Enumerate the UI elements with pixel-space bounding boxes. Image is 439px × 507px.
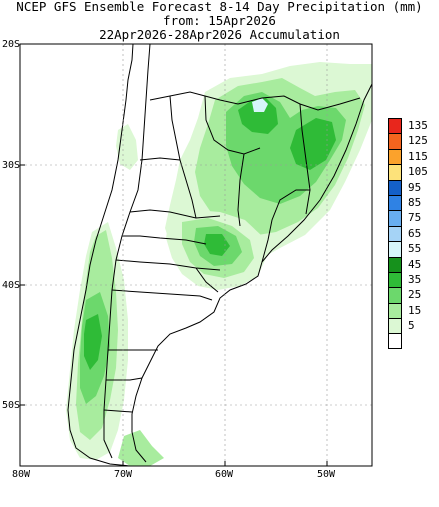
map-subtitle-accumulation-period: 22Apr2026-28Apr2026 Accumulation [99,27,340,42]
legend-swatch [388,287,402,303]
legend-label: 25 [408,288,422,302]
legend-entry: 15 [388,302,432,319]
legend-entry: 125 [388,133,432,149]
country-borders [67,43,373,467]
legend-label: 55 [408,242,422,256]
legend-swatch [388,318,402,334]
legend-swatch [388,302,402,319]
lon-tick-60w: 60W [215,469,234,480]
lat-tick-40s: 40S [2,280,21,291]
legend-swatch [388,194,402,211]
legend-label: 135 [408,119,428,132]
legend-label: 115 [408,149,428,163]
map-subtitle-init-date: from: 15Apr2026 [163,13,276,28]
legend-entry: 5 [388,318,432,334]
legend-swatch [388,164,402,180]
legend-entry: 45 [388,256,432,272]
legend-swatch [388,241,402,257]
legend-entry: 105 [388,164,432,180]
legend-swatch [388,118,402,134]
legend-label: 5 [408,319,415,333]
legend-entry: 75 [388,210,432,226]
legend-label: 35 [408,272,422,286]
lat-tick-50s: 50S [2,400,21,411]
legend-entry: 55 [388,241,432,257]
lat-tick-20s: 20S [2,39,21,50]
legend-swatch [388,148,402,165]
map-frame [19,43,373,467]
legend-entry: 35 [388,271,432,288]
legend-entry: 85 [388,194,432,211]
lon-tick-70w: 70W [114,469,133,480]
legend-swatch [388,210,402,226]
legend-swatch [388,133,402,149]
lon-tick-80w: 80W [12,469,31,480]
precipitation-legend: 135 125 115 105 95 85 75 65 55 45 35 25 15 5 [388,118,432,349]
legend-entry: 115 [388,148,432,165]
lon-tick-50w: 50W [317,469,336,480]
legend-swatch [388,225,402,242]
tick-marks [19,43,328,466]
legend-entry: 135 [388,118,432,134]
legend-label: 15 [408,303,422,317]
legend-swatch [388,271,402,288]
legend-entry [388,333,432,349]
graticule [20,44,372,466]
lat-tick-30s: 30S [2,160,21,171]
legend-swatch [388,179,402,195]
legend-swatch [388,333,402,349]
legend-entry: 65 [388,225,432,242]
legend-label: 75 [408,211,422,225]
legend-label: 105 [408,165,428,179]
legend-label: 45 [408,257,422,271]
legend-label: 65 [408,226,422,240]
legend-label: 95 [408,180,422,194]
legend-label: 125 [408,134,428,148]
legend-entry: 25 [388,287,432,303]
legend-entry: 95 [388,179,432,195]
legend-label: 85 [408,195,422,209]
map-title: NCEP GFS Ensemble Forecast 8-14 Day Prec… [16,0,423,14]
legend-swatch [388,256,402,272]
